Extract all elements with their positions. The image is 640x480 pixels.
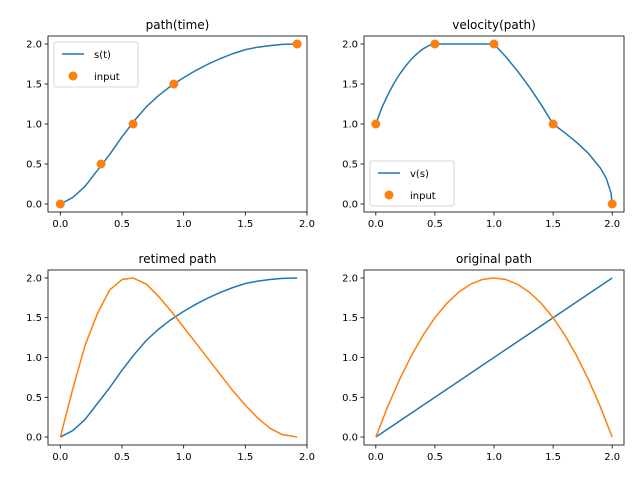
input-point xyxy=(489,39,499,49)
y-tick-label: 0.5 xyxy=(26,393,42,404)
x-tick-label: 0.5 xyxy=(427,452,443,463)
y-tick-label: 2.0 xyxy=(342,40,358,51)
axes-frame xyxy=(47,269,308,446)
legend-label: s(t) xyxy=(94,50,111,61)
series-line-position xyxy=(59,277,298,438)
x-tick-label: 0.5 xyxy=(114,219,130,230)
x-tick-label: 0.5 xyxy=(114,452,130,463)
x-tick-label: 1.0 xyxy=(486,452,502,463)
y-tick-label: 0.5 xyxy=(342,393,358,404)
input-point xyxy=(96,159,106,169)
y-tick-label: 0.0 xyxy=(342,200,358,211)
y-tick-label: 1.0 xyxy=(26,353,42,364)
x-tick-label: 1.0 xyxy=(486,219,502,230)
series-line-velocity xyxy=(375,277,613,438)
legend-label: input xyxy=(94,72,120,83)
x-tick-label: 2.0 xyxy=(604,219,620,230)
y-tick-label: 2.0 xyxy=(26,273,42,284)
input-point xyxy=(55,199,65,209)
axes-frame xyxy=(363,269,625,446)
legend: v(s) input xyxy=(369,160,455,207)
x-tick-label: 1.5 xyxy=(237,452,253,463)
series-line-position xyxy=(375,277,613,438)
plot-area xyxy=(375,277,613,438)
y-tick-label: 0.0 xyxy=(26,200,42,211)
x-tick-label: 2.0 xyxy=(604,452,620,463)
x-tick-label: 2.0 xyxy=(299,452,315,463)
legend: s(t) input xyxy=(53,41,139,88)
chart-title: velocity(path) xyxy=(452,18,536,32)
input-point xyxy=(430,39,440,49)
x-tick-label: 1.0 xyxy=(176,452,192,463)
plot-area xyxy=(59,277,298,438)
legend-marker-swatch xyxy=(68,71,78,81)
legend-marker-swatch xyxy=(384,190,394,200)
axes-frame xyxy=(47,35,308,213)
x-tick-label: 1.5 xyxy=(545,219,561,230)
input-point xyxy=(292,39,302,49)
y-tick-label: 1.0 xyxy=(26,120,42,131)
chart-title: path(time) xyxy=(146,18,210,32)
chart-panel-2: velocity(path) 0.0 0.5 1.0 1.5 2.0 0.0 0.5 1.0 1.… xyxy=(342,18,625,230)
series-line-v(s) xyxy=(375,43,613,205)
y-tick-label: 0.5 xyxy=(342,160,358,171)
y-tick-label: 1.0 xyxy=(342,353,358,364)
legend-label: input xyxy=(410,191,436,202)
y-tick-label: 1.5 xyxy=(342,313,358,324)
x-tick-label: 0.5 xyxy=(427,219,443,230)
chart-panel-3: retimed path 0.0 0.5 1.0 1.5 2.0 0.0 0.5 1.0 1.5 2… xyxy=(26,252,315,463)
input-point xyxy=(371,119,381,129)
input-point xyxy=(607,199,617,209)
x-tick-label: 2.0 xyxy=(299,219,315,230)
x-tick-label: 1.5 xyxy=(545,452,561,463)
y-tick-label: 1.5 xyxy=(342,80,358,91)
plot-area xyxy=(375,43,613,205)
input-point xyxy=(548,119,558,129)
y-tick-label: 0.0 xyxy=(342,433,358,444)
y-tick-label: 1.5 xyxy=(26,80,42,91)
x-tick-label: 0.0 xyxy=(368,219,384,230)
y-tick-label: 1.0 xyxy=(342,120,358,131)
y-tick-label: 1.5 xyxy=(26,313,42,324)
x-tick-label: 1.5 xyxy=(237,219,253,230)
y-tick-label: 0.5 xyxy=(26,160,42,171)
axes-frame xyxy=(363,35,625,213)
chart-panel-4: original path 0.0 0.5 1.0 1.5 2.0 0.0 0.5 1.0 1.5… xyxy=(342,252,625,463)
y-tick-label: 2.0 xyxy=(26,40,42,51)
chart-title: original path xyxy=(456,252,532,266)
x-tick-label: 0.0 xyxy=(52,219,68,230)
x-tick-label: 1.0 xyxy=(176,219,192,230)
x-tick-label: 0.0 xyxy=(52,452,68,463)
y-tick-label: 2.0 xyxy=(342,273,358,284)
chart-panel-1: path(time) 0.0 0.5 1.0 1.5 2.0 0.0 0.5 1.0 1.5 2.0… xyxy=(26,18,315,230)
input-point xyxy=(128,119,138,129)
series-line-velocity xyxy=(59,277,298,438)
legend-label: v(s) xyxy=(410,169,429,180)
input-point xyxy=(169,79,179,89)
x-tick-label: 0.0 xyxy=(368,452,384,463)
y-tick-label: 0.0 xyxy=(26,433,42,444)
chart-title: retimed path xyxy=(139,252,217,266)
